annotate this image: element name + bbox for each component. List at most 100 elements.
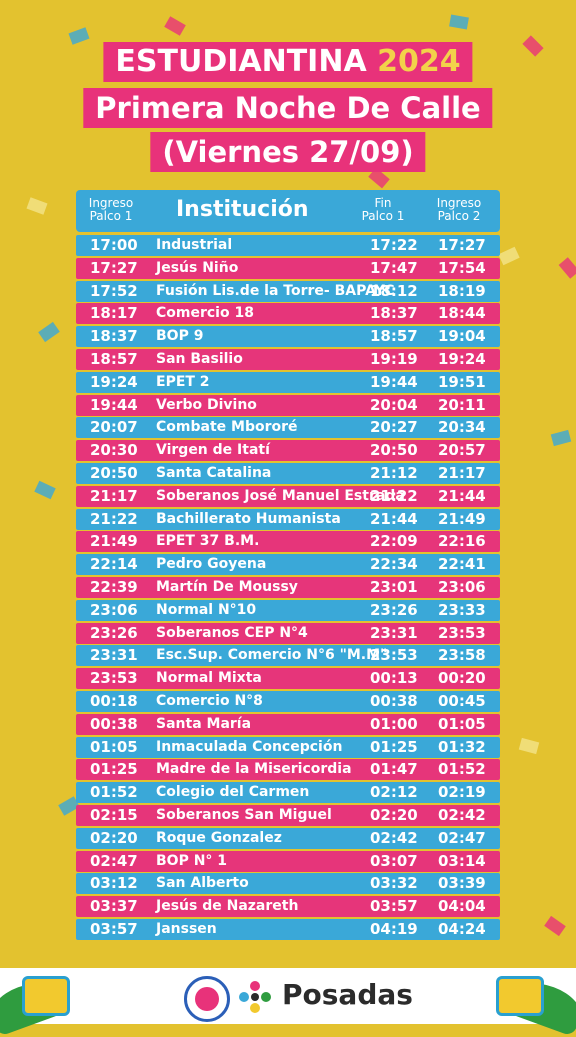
cell-ingreso-palco-2: 23:06 (438, 577, 486, 596)
table-row: 18:17 Comercio 18 18:37 18:44 (76, 303, 500, 325)
cell-ingreso-palco-2: 21:17 (438, 463, 486, 482)
table-row: 18:57 San Basilio 19:19 19:24 (76, 348, 500, 370)
confetti-piece (164, 16, 186, 36)
cell-institucion: EPET 37 B.M. (156, 533, 260, 550)
cell-institucion: Roque Gonzalez (156, 829, 282, 846)
cell-ingreso-palco-1: 02:47 (90, 851, 138, 870)
table-row: 02:15 Soberanos San Miguel 02:20 02:42 (76, 804, 500, 826)
cell-ingreso-palco-2: 19:51 (438, 372, 486, 391)
cell-ingreso-palco-1: 21:17 (90, 486, 138, 505)
cell-fin-palco-1: 00:13 (370, 669, 418, 688)
cell-ingreso-palco-1: 01:52 (90, 783, 138, 802)
cell-institucion: Santa Catalina (156, 464, 272, 481)
cell-ingreso-palco-2: 22:16 (438, 532, 486, 551)
cell-ingreso-palco-1: 23:06 (90, 600, 138, 619)
table-row: 01:25 Madre de la Misericordia 01:47 01:52 (76, 759, 500, 781)
confetti-piece (38, 321, 60, 343)
confetti-piece (558, 257, 576, 279)
header-ingreso-palco-2: Ingreso Palco 2 (436, 196, 482, 223)
table-row: 01:52 Colegio del Carmen 02:12 02:19 (76, 782, 500, 804)
cell-ingreso-palco-2: 04:04 (438, 897, 486, 916)
cell-ingreso-palco-2: 23:53 (438, 623, 486, 642)
cell-ingreso-palco-1: 20:50 (90, 463, 138, 482)
cell-ingreso-palco-2: 19:24 (438, 349, 486, 368)
cell-ingreso-palco-1: 18:37 (90, 327, 138, 346)
cell-ingreso-palco-2: 03:14 (438, 851, 486, 870)
cell-fin-palco-1: 19:19 (370, 349, 418, 368)
confetti-piece (544, 915, 566, 937)
cell-ingreso-palco-1: 03:57 (90, 919, 138, 938)
cell-fin-palco-1: 22:09 (370, 532, 418, 551)
cell-institucion: Soberanos CEP N°4 (156, 624, 308, 641)
table-row: 17:52 Fusión Lis.de la Torre- BAPAYC 18:12… (76, 280, 500, 302)
cell-ingreso-palco-1: 00:38 (90, 714, 138, 733)
confetti-piece (68, 27, 90, 45)
cell-fin-palco-1: 21:12 (370, 463, 418, 482)
cell-institucion: BOP N° 1 (156, 852, 228, 869)
cell-fin-palco-1: 03:07 (370, 851, 418, 870)
cell-ingreso-palco-1: 19:24 (90, 372, 138, 391)
cell-institucion: Janssen (156, 920, 217, 937)
table-row: 20:07 Combate Mbororé 20:27 20:34 (76, 417, 500, 439)
cell-institucion: Verbo Divino (156, 396, 257, 413)
cell-ingreso-palco-1: 17:27 (90, 258, 138, 277)
cell-institucion: Madre de la Misericordia (156, 761, 352, 778)
cell-ingreso-palco-2: 02:19 (438, 783, 486, 802)
cell-fin-palco-1: 01:25 (370, 737, 418, 756)
cell-institucion: Colegio del Carmen (156, 784, 310, 801)
cell-institucion: Martín De Moussy (156, 578, 298, 595)
cell-fin-palco-1: 04:19 (370, 919, 418, 938)
cell-ingreso-palco-2: 17:54 (438, 258, 486, 277)
table-row: 01:05 Inmaculada Concepción 01:25 01:32 (76, 736, 500, 758)
table-row: 19:44 Verbo Divino 20:04 20:11 (76, 394, 500, 416)
cell-ingreso-palco-2: 18:19 (438, 281, 486, 300)
table-row: 02:47 BOP N° 1 03:07 03:14 (76, 850, 500, 872)
posadas-logo-icon (239, 981, 271, 1013)
cell-fin-palco-1: 21:22 (370, 486, 418, 505)
cell-fin-palco-1: 19:44 (370, 372, 418, 391)
cell-ingreso-palco-2: 02:47 (438, 828, 486, 847)
drum-icon (496, 976, 544, 1016)
cell-fin-palco-1: 03:57 (370, 897, 418, 916)
cell-institucion: BOP 9 (156, 328, 204, 345)
cell-ingreso-palco-1: 01:05 (90, 737, 138, 756)
cell-institucion: Pedro Goyena (156, 556, 267, 573)
drum-icon (22, 976, 70, 1016)
cell-ingreso-palco-1: 23:26 (90, 623, 138, 642)
cell-ingreso-palco-1: 18:57 (90, 349, 138, 368)
cell-ingreso-palco-1: 23:53 (90, 669, 138, 688)
cell-fin-palco-1: 17:47 (370, 258, 418, 277)
cell-ingreso-palco-1: 21:22 (90, 509, 138, 528)
cell-fin-palco-1: 23:01 (370, 577, 418, 596)
cell-institucion: Jesús de Nazareth (156, 898, 299, 915)
cell-ingreso-palco-2: 01:05 (438, 714, 486, 733)
header-institucion: Institución (176, 197, 309, 222)
title-event: ESTUDIANTINA (115, 44, 367, 79)
confetti-piece (550, 429, 572, 447)
cell-fin-palco-1: 21:44 (370, 509, 418, 528)
confetti-piece (34, 480, 56, 500)
cell-institucion: San Basilio (156, 350, 243, 367)
cell-ingreso-palco-1: 03:12 (90, 874, 138, 893)
cell-fin-palco-1: 03:32 (370, 874, 418, 893)
cell-ingreso-palco-2: 01:32 (438, 737, 486, 756)
cell-fin-palco-1: 20:27 (370, 418, 418, 437)
cell-fin-palco-1: 20:50 (370, 441, 418, 460)
title-year: 2024 (377, 44, 461, 79)
cell-institucion: Esc.Sup. Comercio N°6 "M.M" (156, 647, 388, 664)
cell-institucion: Santa María (156, 715, 252, 732)
cell-ingreso-palco-2: 02:42 (438, 805, 486, 824)
cell-fin-palco-1: 18:12 (370, 281, 418, 300)
cell-ingreso-palco-1: 17:52 (90, 281, 138, 300)
table-row: 18:37 BOP 9 18:57 19:04 (76, 326, 500, 348)
footer: Posadas (0, 968, 576, 1037)
cell-ingreso-palco-1: 18:17 (90, 304, 138, 323)
table-row: 19:24 EPET 2 19:44 19:51 (76, 371, 500, 393)
title-line-1: ESTUDIANTINA 2024 (103, 42, 473, 82)
table-row: 20:30 Virgen de Itatí 20:50 20:57 (76, 440, 500, 462)
cell-ingreso-palco-2: 21:44 (438, 486, 486, 505)
cell-ingreso-palco-1: 02:15 (90, 805, 138, 824)
posadas-brand: Posadas (282, 978, 413, 1011)
table-row: 22:39 Martín De Moussy 23:01 23:06 (76, 576, 500, 598)
cell-fin-palco-1: 01:47 (370, 760, 418, 779)
